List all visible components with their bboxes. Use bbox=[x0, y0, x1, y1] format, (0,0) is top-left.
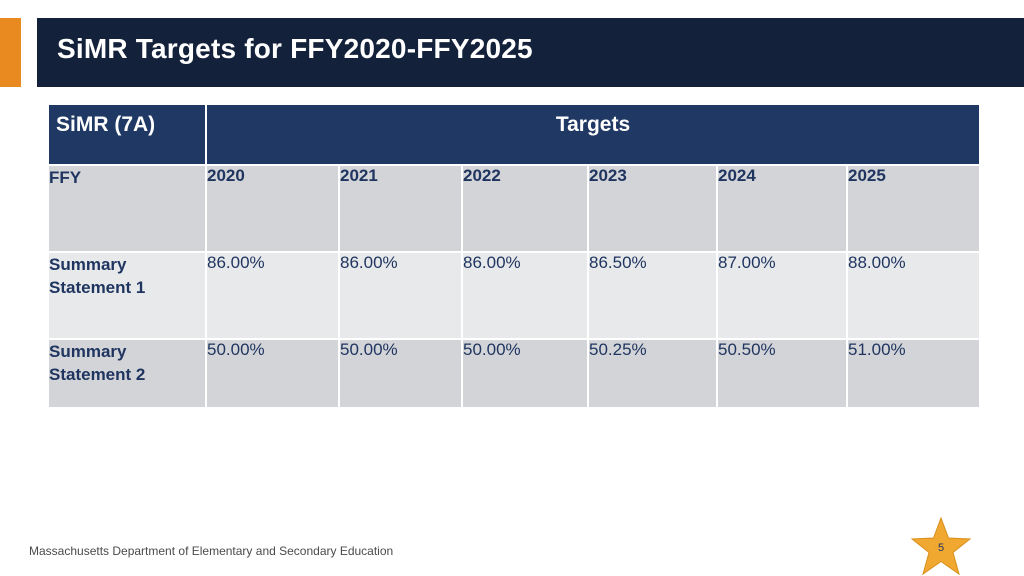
footer-org: Massachusetts Department of Elementary a… bbox=[29, 544, 393, 558]
row-label: Summary Statement 1 bbox=[48, 252, 206, 339]
table-row-summary-1: Summary Statement 1 86.00% 86.00% 86.00%… bbox=[48, 252, 980, 339]
value-cell: 86.00% bbox=[206, 252, 339, 339]
ffy-label: FFY bbox=[48, 165, 206, 252]
value-cell: 87.00% bbox=[717, 252, 847, 339]
value-cell: 50.50% bbox=[717, 339, 847, 408]
value-cell: 50.25% bbox=[588, 339, 717, 408]
table-row-summary-2: Summary Statement 2 50.00% 50.00% 50.00%… bbox=[48, 339, 980, 408]
year-cell: 2024 bbox=[717, 165, 847, 252]
year-cell: 2023 bbox=[588, 165, 717, 252]
value-cell: 86.00% bbox=[339, 252, 462, 339]
row-label-line1: Summary bbox=[49, 340, 205, 363]
row-label-line2: Statement 2 bbox=[49, 363, 205, 386]
title-bar: SiMR Targets for FFY2020-FFY2025 bbox=[37, 18, 1024, 87]
row-label-line2: Statement 1 bbox=[49, 276, 205, 299]
year-cell: 2021 bbox=[339, 165, 462, 252]
table-row-ffy: FFY 2020 2021 2022 2023 2024 2025 bbox=[48, 165, 980, 252]
value-cell: 50.00% bbox=[462, 339, 588, 408]
value-cell: 86.50% bbox=[588, 252, 717, 339]
page-number-badge: 5 bbox=[910, 517, 972, 576]
slide-title: SiMR Targets for FFY2020-FFY2025 bbox=[57, 33, 533, 65]
year-cell: 2020 bbox=[206, 165, 339, 252]
year-cell: 2025 bbox=[847, 165, 980, 252]
header-targets: Targets bbox=[206, 104, 980, 165]
year-cell: 2022 bbox=[462, 165, 588, 252]
value-cell: 86.00% bbox=[462, 252, 588, 339]
row-label: Summary Statement 2 bbox=[48, 339, 206, 408]
value-cell: 50.00% bbox=[339, 339, 462, 408]
targets-table: SiMR (7A) Targets FFY 2020 2021 2022 202… bbox=[47, 103, 981, 409]
page-number: 5 bbox=[910, 542, 972, 554]
row-label-line1: Summary bbox=[49, 253, 205, 276]
table-header-row: SiMR (7A) Targets bbox=[48, 104, 980, 165]
value-cell: 88.00% bbox=[847, 252, 980, 339]
header-simr: SiMR (7A) bbox=[48, 104, 206, 165]
value-cell: 51.00% bbox=[847, 339, 980, 408]
accent-bar bbox=[0, 18, 21, 87]
value-cell: 50.00% bbox=[206, 339, 339, 408]
